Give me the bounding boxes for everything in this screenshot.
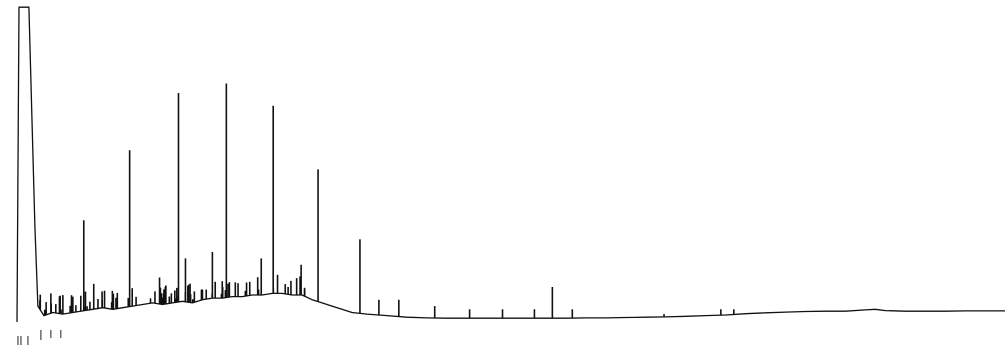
chart-marks <box>16 6 1005 345</box>
baseline-trace <box>16 6 1005 323</box>
